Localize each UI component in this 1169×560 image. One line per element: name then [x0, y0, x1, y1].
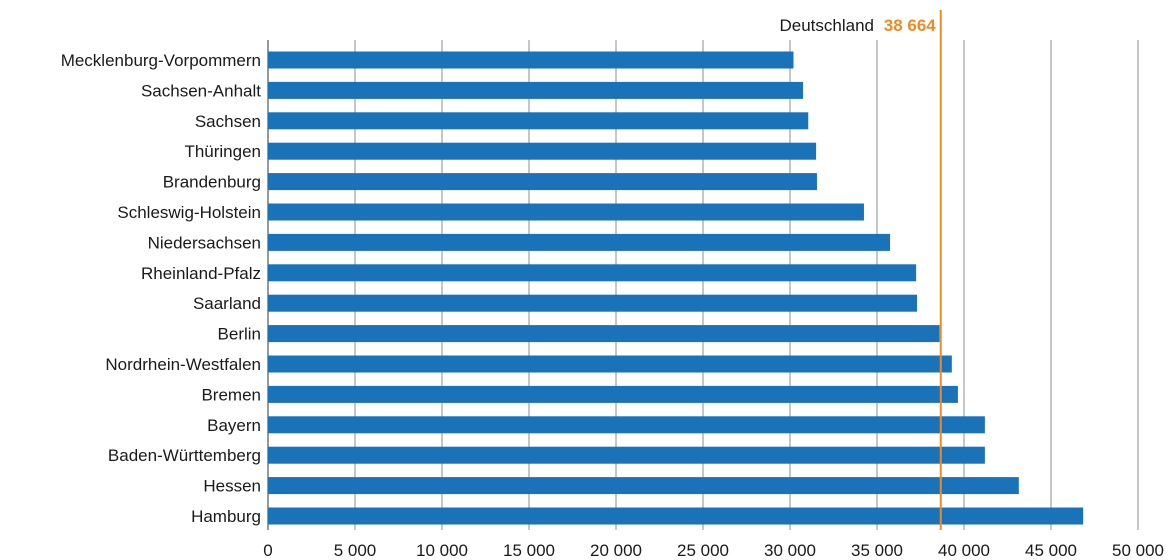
x-tick-label: 50 000: [1112, 541, 1164, 560]
bar: [268, 203, 864, 221]
category-label: Hessen: [203, 477, 261, 496]
bar: [268, 51, 794, 69]
x-tick-label: 45 000: [1025, 541, 1077, 560]
x-tick-label: 30 000: [764, 541, 816, 560]
category-label: Bayern: [207, 416, 261, 435]
x-tick-label: 35 000: [851, 541, 903, 560]
x-tick-label: 15 000: [503, 541, 555, 560]
category-label: Saarland: [193, 294, 261, 313]
x-tick-label: 10 000: [416, 541, 468, 560]
category-label: Rheinland-Pfalz: [141, 264, 261, 283]
bar: [268, 173, 817, 191]
bar: [268, 385, 958, 403]
reference-line-group: Deutschland 38 664: [780, 10, 942, 530]
category-label: Sachsen-Anhalt: [141, 81, 261, 100]
bars: [268, 51, 1084, 525]
bar: [268, 325, 940, 343]
x-tick-label: 25 000: [677, 541, 729, 560]
bar: [268, 477, 1019, 495]
reference-label: Deutschland 38 664: [780, 16, 937, 35]
category-label: Sachsen: [195, 112, 261, 131]
reference-label-name: Deutschland: [780, 16, 875, 35]
bar: [268, 507, 1084, 525]
x-tick-label: 5 000: [334, 541, 377, 560]
bar: [268, 294, 918, 312]
x-tick-label: 0: [263, 541, 272, 560]
category-labels: Mecklenburg-Vorpommern Sachsen-Anhalt Sach…: [61, 51, 262, 526]
category-label: Berlin: [218, 325, 261, 344]
category-label: Brandenburg: [163, 173, 261, 192]
category-label: Bremen: [201, 385, 261, 404]
category-label: Mecklenburg-Vorpommern: [61, 51, 261, 70]
reference-label-value: 38 664: [884, 16, 937, 35]
bar: [268, 264, 917, 282]
category-label: Niedersachsen: [148, 233, 261, 252]
category-label: Hamburg: [191, 507, 261, 526]
bar: [268, 355, 952, 373]
category-label: Nordrhein-Westfalen: [105, 355, 261, 374]
x-tick-label: 40 000: [938, 541, 990, 560]
bar: [268, 142, 817, 160]
category-label: Thüringen: [184, 142, 261, 161]
x-tick-label: 20 000: [590, 541, 642, 560]
category-label: Schleswig-Holstein: [117, 203, 261, 222]
bar: [268, 446, 985, 464]
bar: [268, 81, 804, 99]
x-axis-tick-labels: 0 5 000 10 000 15 000 20 000 25 000 30 000 35 0…: [263, 541, 1164, 560]
category-label: Baden-Württemberg: [108, 446, 261, 465]
bar: [268, 233, 891, 251]
bar: [268, 416, 985, 434]
bar: [268, 112, 809, 130]
